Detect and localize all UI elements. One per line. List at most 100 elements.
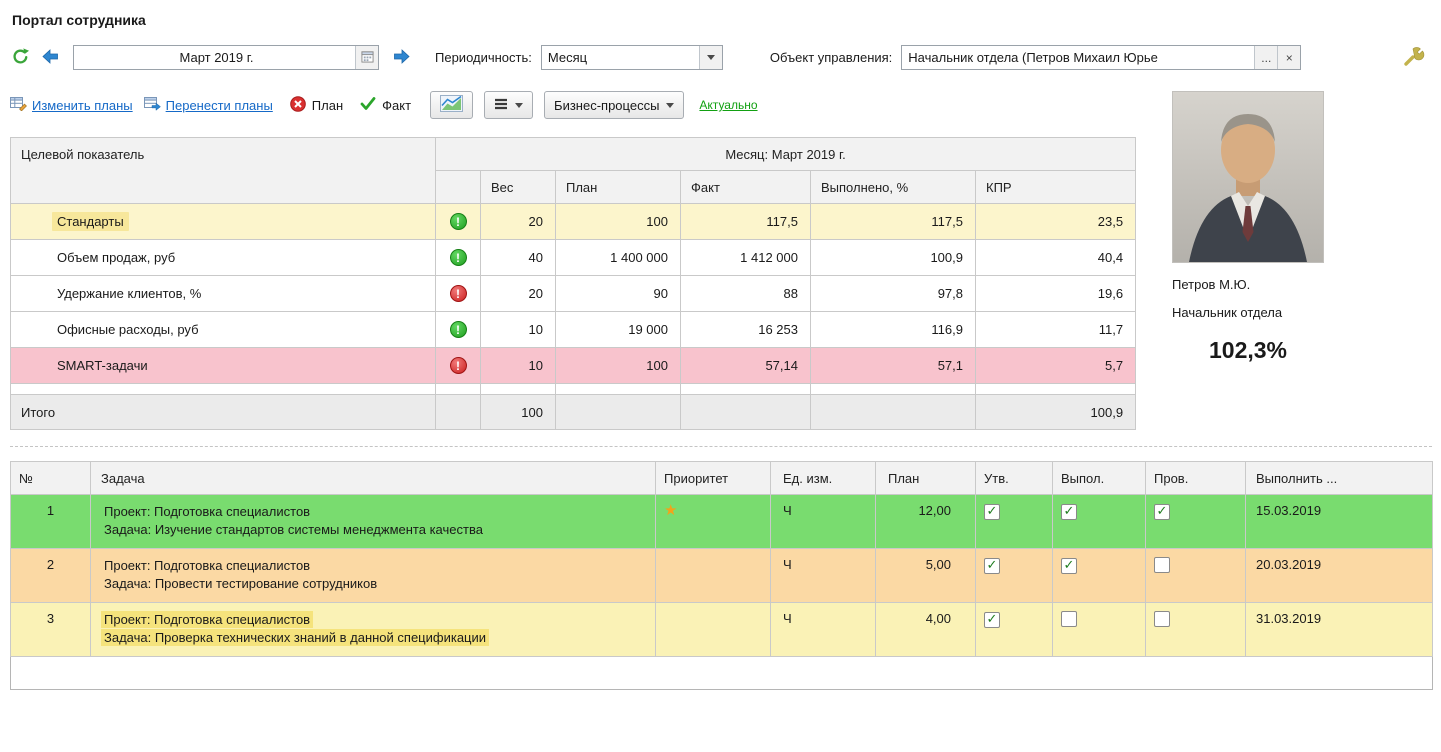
kpi-plan: 100 bbox=[556, 204, 681, 240]
tasks-priority-header: Приоритет bbox=[656, 462, 771, 495]
verified-checkbox[interactable] bbox=[1154, 557, 1170, 573]
page-title: Портал сотрудника bbox=[12, 12, 1433, 28]
next-period-button[interactable] bbox=[390, 47, 412, 69]
clear-object-button[interactable]: × bbox=[1277, 46, 1300, 69]
calendar-button[interactable] bbox=[355, 46, 378, 69]
business-processes-button[interactable]: Бизнес-процессы bbox=[544, 91, 684, 119]
kpi-status-column-header bbox=[436, 171, 481, 204]
tasks-num-header: № bbox=[11, 462, 91, 495]
choose-object-button[interactable]: ... bbox=[1254, 46, 1277, 69]
completed-checkbox[interactable] bbox=[1061, 611, 1077, 627]
priority-star-icon: ★ bbox=[664, 501, 677, 519]
periodicity-select[interactable]: Месяц bbox=[541, 45, 723, 70]
task-project: Проект: Подготовка специалистов bbox=[101, 503, 313, 520]
task-row[interactable]: 1 Проект: Подготовка специалистов Задача… bbox=[11, 495, 1433, 549]
hamburger-icon bbox=[494, 98, 508, 113]
completed-checkbox[interactable] bbox=[1061, 504, 1077, 520]
kpi-name: Объем продаж, руб bbox=[52, 248, 180, 267]
kpi-fact: 1 412 000 bbox=[681, 240, 811, 276]
smart-tasks-table: № Задача Приоритет Ед. изм. План Утв. Вы… bbox=[10, 461, 1433, 690]
actual-link[interactable]: Актуально bbox=[699, 98, 757, 112]
overall-result-percent: 102,3% bbox=[1172, 337, 1324, 364]
kpi-weight: 10 bbox=[481, 312, 556, 348]
prev-period-button[interactable] bbox=[40, 47, 62, 69]
kpi-weight: 20 bbox=[481, 204, 556, 240]
task-number: 3 bbox=[11, 603, 91, 657]
kpi-header-row-1: Целевой показатель Месяц: Март 2019 г. bbox=[11, 138, 1136, 171]
status-alert-icon bbox=[450, 249, 467, 266]
tasks-unit-header: Ед. изм. bbox=[771, 462, 876, 495]
empty-cell bbox=[11, 384, 436, 395]
periodicity-dropdown-button[interactable] bbox=[699, 46, 722, 69]
plan-legend-label: План bbox=[312, 98, 343, 113]
kpi-total-label: Итого bbox=[11, 395, 436, 430]
kpi-spacer-row bbox=[11, 384, 1136, 395]
task-number: 1 bbox=[11, 495, 91, 549]
employee-position: Начальник отдела bbox=[1172, 305, 1412, 320]
arrow-left-icon bbox=[42, 49, 60, 67]
kpi-row[interactable]: SMART-задачи 10 100 57,14 57,1 5,7 bbox=[11, 348, 1136, 384]
transfer-plans-link[interactable]: Перенести планы bbox=[144, 96, 273, 114]
empty-cell bbox=[681, 384, 811, 395]
kpi-kpr: 19,6 bbox=[976, 276, 1136, 312]
kpi-table: Целевой показатель Месяц: Март 2019 г. В… bbox=[10, 137, 1136, 430]
verified-checkbox[interactable] bbox=[1154, 611, 1170, 627]
kpi-weight-header: Вес bbox=[481, 171, 556, 204]
change-plans-label: Изменить планы bbox=[32, 98, 133, 113]
empty-cell bbox=[976, 384, 1136, 395]
kpi-done-percent: 116,9 bbox=[811, 312, 976, 348]
task-row[interactable]: 3 Проект: Подготовка специалистов Задача… bbox=[11, 603, 1433, 657]
chart-button[interactable] bbox=[430, 91, 473, 119]
plan-legend: План bbox=[290, 96, 343, 115]
kpi-total-row[interactable]: Итого 100 100,9 bbox=[11, 395, 1136, 430]
employee-photo bbox=[1172, 91, 1324, 263]
main-left-column: Изменить планы Перенести планы План bbox=[10, 89, 1138, 430]
kpi-kpr: 40,4 bbox=[976, 240, 1136, 276]
chevron-down-icon bbox=[515, 103, 523, 108]
status-alert-icon bbox=[450, 213, 467, 230]
kpi-row[interactable]: Офисные расходы, руб 10 19 000 16 253 11… bbox=[11, 312, 1136, 348]
period-value: Март 2019 г. bbox=[78, 50, 355, 65]
task-project: Проект: Подготовка специалистов bbox=[101, 557, 313, 574]
status-alert-icon bbox=[450, 357, 467, 374]
completed-checkbox[interactable] bbox=[1061, 558, 1077, 574]
change-plans-link[interactable]: Изменить планы bbox=[10, 96, 133, 114]
kpi-plan: 19 000 bbox=[556, 312, 681, 348]
kpi-name: SMART-задачи bbox=[52, 356, 153, 375]
kpi-indicator-header: Целевой показатель bbox=[11, 138, 436, 204]
management-object-value: Начальник отдела (Петров Михаил Юрье bbox=[908, 50, 1254, 65]
fact-check-icon bbox=[360, 97, 376, 114]
status-alert-icon bbox=[450, 285, 467, 302]
task-due-date: 31.03.2019 bbox=[1246, 603, 1433, 657]
list-menu-button[interactable] bbox=[484, 91, 533, 119]
tasks-header-row: № Задача Приоритет Ед. изм. План Утв. Вы… bbox=[11, 462, 1433, 495]
kpi-fact: 57,14 bbox=[681, 348, 811, 384]
empty-cell bbox=[556, 384, 681, 395]
edit-plans-icon bbox=[10, 96, 27, 114]
wrench-icon bbox=[1403, 46, 1425, 69]
period-field[interactable]: Март 2019 г. bbox=[73, 45, 379, 70]
kpi-done-percent: 97,8 bbox=[811, 276, 976, 312]
kpi-row[interactable]: Стандарты 20 100 117,5 117,5 23,5 bbox=[11, 204, 1136, 240]
kpi-kpr-header: КПР bbox=[976, 171, 1136, 204]
management-object-field[interactable]: Начальник отдела (Петров Михаил Юрье ...… bbox=[901, 45, 1301, 70]
settings-button[interactable] bbox=[1401, 44, 1427, 71]
tasks-plan-header: План bbox=[876, 462, 976, 495]
task-title: Задача: Изучение стандартов системы мене… bbox=[101, 521, 486, 538]
approved-checkbox[interactable] bbox=[984, 558, 1000, 574]
fact-legend-label: Факт bbox=[382, 98, 411, 113]
task-plan: 12,00 bbox=[876, 495, 976, 549]
employee-profile: Петров М.Ю. Начальник отдела 102,3% bbox=[1172, 91, 1412, 364]
task-title: Задача: Проверка технических знаний в да… bbox=[101, 629, 489, 646]
kpi-done-percent: 117,5 bbox=[811, 204, 976, 240]
refresh-button[interactable] bbox=[10, 46, 31, 70]
kpi-row[interactable]: Объем продаж, руб 40 1 400 000 1 412 000… bbox=[11, 240, 1136, 276]
task-unit: Ч bbox=[771, 549, 876, 603]
kpi-row[interactable]: Удержание клиентов, % 20 90 88 97,8 19,6 bbox=[11, 276, 1136, 312]
approved-checkbox[interactable] bbox=[984, 504, 1000, 520]
kpi-plan-header: План bbox=[556, 171, 681, 204]
kpi-kpr: 11,7 bbox=[976, 312, 1136, 348]
verified-checkbox[interactable] bbox=[1154, 504, 1170, 520]
approved-checkbox[interactable] bbox=[984, 612, 1000, 628]
task-row[interactable]: 2 Проект: Подготовка специалистов Задача… bbox=[11, 549, 1433, 603]
